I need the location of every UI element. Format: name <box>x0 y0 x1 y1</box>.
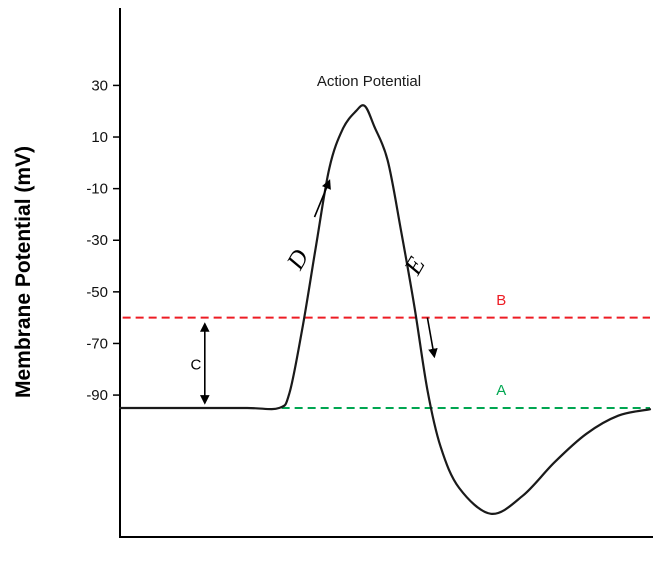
label-E: E <box>399 253 431 281</box>
y-tick-label: 30 <box>91 77 108 94</box>
annotation-arrows <box>200 179 438 405</box>
y-tick-label: -30 <box>86 232 108 249</box>
chart-title: Action Potential <box>317 73 421 90</box>
membrane-potential-curve <box>118 104 652 515</box>
y-tick-label: -70 <box>86 335 108 352</box>
y-tick-label: -50 <box>86 284 108 301</box>
label-C: C <box>190 356 201 373</box>
label-D: D <box>282 245 315 275</box>
y-tick-label: 10 <box>91 129 108 146</box>
y-tick-label: -10 <box>86 181 108 198</box>
y-axis-ticks: 30 10 -10 -30 -50 -70 -90 <box>86 77 120 404</box>
y-axis-title: Membrane Potential (mV) <box>12 146 35 398</box>
depolarization-arrow <box>313 179 331 218</box>
y-tick-label: -90 <box>86 387 108 404</box>
annotation-labels: C D E <box>190 245 430 373</box>
resting-potential-label: A <box>496 382 506 399</box>
threshold-label: B <box>496 292 506 309</box>
reference-lines: BA <box>122 292 650 409</box>
repolarization-arrow <box>426 317 438 359</box>
